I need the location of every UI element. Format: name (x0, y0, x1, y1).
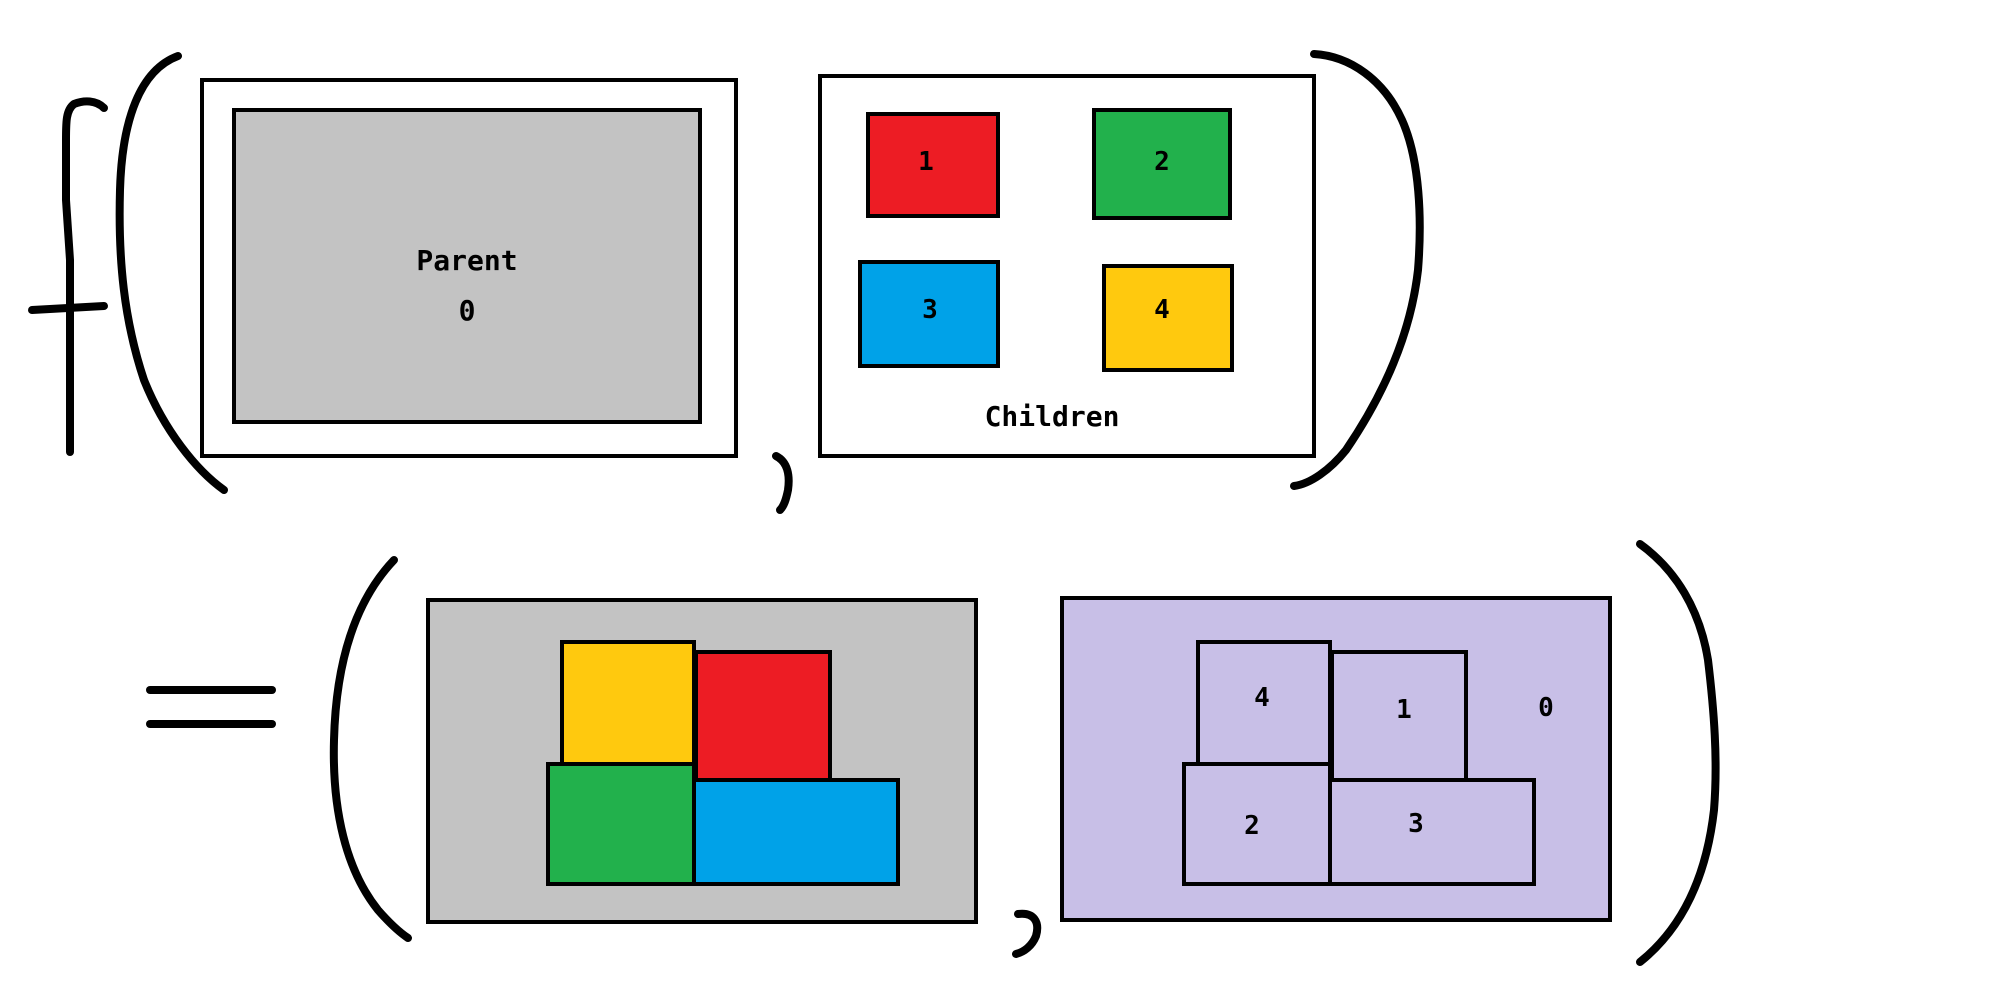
parent-id: 0 (459, 294, 476, 327)
comma-output (1012, 909, 1042, 958)
child-block-3-label: 3 (922, 295, 938, 325)
parent-label: Parent (416, 244, 517, 277)
child-block-2 (1092, 108, 1232, 220)
map-background-label: 0 (1538, 693, 1554, 723)
children-frame: 1 2 3 4 Children (818, 74, 1316, 458)
map-cell-1-label: 1 (1396, 695, 1412, 725)
map-cell-3-label: 3 (1408, 809, 1424, 839)
parent-block-0 (232, 108, 702, 424)
children-label: Children (985, 400, 1120, 433)
map-cell-4-label: 4 (1254, 683, 1270, 713)
packed-block-4 (560, 640, 696, 768)
comma-input (772, 452, 793, 514)
packed-block-2 (546, 762, 696, 886)
right-paren-input (1290, 50, 1424, 490)
left-paren-output (329, 556, 412, 942)
equals-sign (146, 686, 276, 728)
child-block-4-label: 4 (1154, 295, 1170, 325)
map-cell-2-label: 2 (1244, 811, 1260, 841)
left-paren-input (115, 52, 228, 494)
child-block-2-label: 2 (1154, 147, 1170, 177)
right-paren-output (1636, 540, 1720, 966)
map-cell-3 (1328, 778, 1536, 886)
function-symbol-f (28, 97, 108, 456)
child-block-3 (858, 260, 1000, 368)
map-cell-1 (1330, 650, 1468, 782)
child-block-1-label: 1 (918, 147, 934, 177)
parent-frame: Parent 0 (200, 78, 738, 458)
child-block-4 (1102, 264, 1234, 372)
map-cell-2 (1182, 762, 1332, 886)
packed-block-3 (692, 778, 900, 886)
child-block-1 (866, 112, 1000, 218)
packed-block-1 (694, 650, 832, 782)
packed-frame (426, 598, 978, 924)
index-map-frame: 4 1 2 3 0 (1060, 596, 1612, 922)
